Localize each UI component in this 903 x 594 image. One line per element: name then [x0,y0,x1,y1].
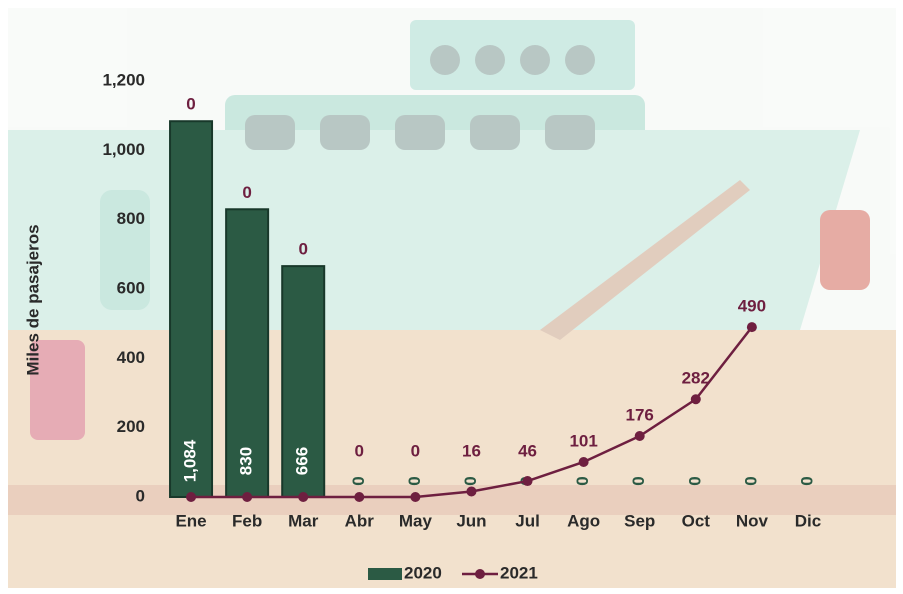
y-tick-label: 1,000 [102,140,145,159]
point-value-label: 46 [518,441,537,460]
x-tick-label: Mar [288,511,319,530]
y-axis-title: Miles de pasajeros [23,224,42,375]
point [186,492,196,502]
y-tick-label: 1,200 [102,70,145,89]
bar-value-label: 0 [629,476,648,485]
bar-value-label: 0 [461,476,480,485]
y-tick-label: 0 [136,486,145,505]
x-tick-label: Jun [456,511,486,530]
point [747,322,757,332]
legend-swatch [475,569,485,579]
point [298,492,308,502]
x-tick-label: Oct [682,511,711,530]
x-tick-label: May [399,511,433,530]
bar-value-label: 830 [237,447,256,475]
x-tick-label: Ene [175,511,206,530]
bar-value-label: 1,084 [181,439,200,482]
x-tick-label: Abr [345,511,375,530]
y-tick-label: 200 [117,417,145,436]
point-value-label: 0 [298,240,307,259]
x-tick-label: Ago [567,511,600,530]
x-tick-label: Nov [736,511,769,530]
point [691,394,701,404]
point-value-label: 0 [242,183,251,202]
point-value-label: 176 [626,405,654,424]
point-value-label: 0 [411,441,420,460]
chart: Miles de pasajeros 0 200 400 600 800 1,000 1,2… [0,0,903,594]
bar-value-label: 0 [573,476,592,485]
x-tick-label: Sep [624,511,655,530]
point-value-label: 0 [355,441,364,460]
y-tick-label: 400 [117,348,145,367]
x-tick-label: Jul [515,511,540,530]
point [523,476,533,486]
bar-value-label: 0 [405,476,424,485]
point [410,492,420,502]
legend-label: 2021 [500,563,538,582]
bar-value-label: 0 [741,476,760,485]
x-tick-label: Feb [232,511,262,530]
point [579,457,589,467]
y-tick-label: 600 [117,278,145,297]
point-value-label: 16 [462,441,481,460]
point [635,431,645,441]
bar-value-label: 0 [685,476,704,485]
point-value-label: 101 [569,431,597,450]
legend-label: 2020 [404,563,442,582]
point [242,492,252,502]
point-value-label: 0 [186,95,195,114]
point-value-label: 282 [682,369,710,388]
bar-value-label: 666 [293,447,312,475]
bar-value-label: 0 [797,476,816,485]
y-tick-label: 800 [117,209,145,228]
bar-value-label: 0 [349,476,368,485]
point-value-label: 490 [738,297,766,316]
point [354,492,364,502]
legend-swatch [368,568,402,580]
x-tick-label: Dic [795,511,821,530]
point [466,486,476,496]
